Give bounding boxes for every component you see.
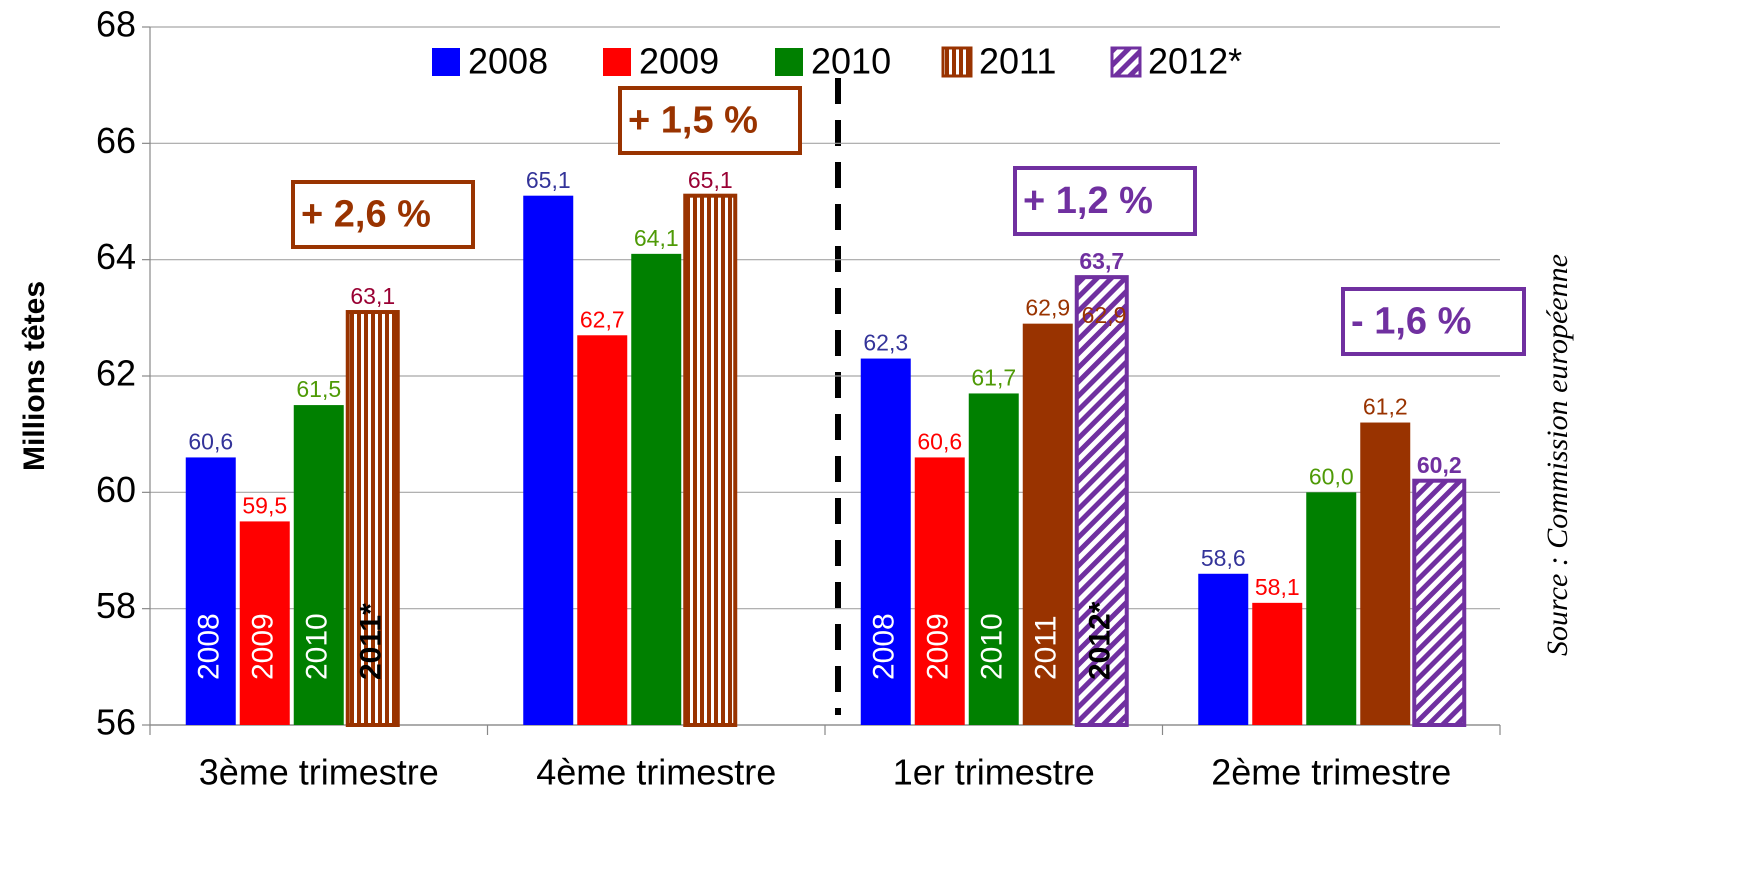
change-label: - 1,6 % (1351, 301, 1471, 343)
legend-label: 2008 (468, 41, 548, 82)
y-tick-label: 68 (96, 4, 136, 45)
value-label: 65,1 (688, 167, 733, 193)
change-box (291, 180, 475, 249)
bar (293, 405, 344, 725)
bar (1360, 422, 1411, 725)
bar (1306, 492, 1357, 725)
legend-swatch (603, 48, 631, 76)
legend-swatch (775, 48, 803, 76)
legend-label: 2012* (1148, 41, 1242, 82)
y-tick-label: 56 (96, 702, 136, 743)
bar (631, 253, 682, 725)
in-bar-label: 2008 (868, 613, 901, 680)
bar (239, 521, 290, 725)
in-bar-label: 2009 (922, 613, 955, 680)
legend-swatch (432, 48, 460, 76)
in-bar-label: 2009 (247, 613, 280, 680)
value-label: 60,2 (1417, 452, 1462, 478)
y-axis-label: Millions têtes (18, 281, 51, 471)
bar (683, 193, 738, 727)
x-tick-label: 4ème trimestre (536, 752, 776, 793)
legend-swatch (1110, 46, 1142, 78)
y-tick-label: 58 (96, 585, 136, 626)
change-label: + 1,5 % (628, 100, 758, 142)
source: Source : Commission européenne (1541, 254, 1574, 656)
value-label: 64,1 (634, 225, 679, 251)
change-box (618, 86, 802, 155)
legend-label: 2010 (811, 41, 891, 82)
y-tick-label: 66 (96, 120, 136, 161)
value-label: 59,5 (242, 492, 287, 518)
annotation: 62,9 (1082, 302, 1127, 328)
value-label: 61,2 (1363, 394, 1408, 420)
value-label: 61,5 (296, 376, 341, 402)
in-bar-label: 2010 (301, 613, 334, 680)
legend-swatch (941, 46, 973, 78)
bar (345, 310, 400, 727)
legend-label: 2009 (639, 41, 719, 82)
bar (1412, 478, 1467, 728)
change-label: + 2,6 % (301, 194, 431, 236)
x-tick-label: 1er trimestre (893, 752, 1095, 793)
bar (1198, 573, 1249, 725)
in-bar-label: 2008 (193, 613, 226, 680)
bar (577, 335, 628, 725)
change-label: + 1,2 % (1023, 180, 1153, 222)
value-label: 61,7 (971, 365, 1016, 391)
y-tick-label: 60 (96, 469, 136, 510)
value-label: 62,3 (863, 330, 908, 356)
legend-label: 2011 (979, 41, 1056, 82)
value-label: 58,6 (1201, 545, 1246, 571)
in-bar-label: 2011 (1030, 615, 1063, 680)
value-label: 63,7 (1079, 248, 1124, 274)
in-bar-label: 2010 (976, 613, 1009, 680)
value-label: 62,9 (1025, 295, 1070, 321)
y-tick-label: 64 (96, 236, 136, 277)
value-label: 60,6 (917, 429, 962, 455)
value-label: 63,1 (350, 283, 395, 309)
bar (860, 358, 911, 725)
bar (968, 393, 1019, 725)
bar (1022, 323, 1073, 725)
bar (185, 457, 236, 725)
value-label: 65,1 (526, 167, 571, 193)
value-label: 60,6 (188, 429, 233, 455)
in-bar-label: 2012* (1084, 601, 1117, 680)
in-bar-label: 2011* (355, 603, 388, 680)
x-tick-label: 3ème trimestre (199, 752, 439, 793)
change-box (1341, 287, 1526, 356)
bar (1252, 602, 1303, 725)
bar (523, 195, 574, 725)
value-label: 58,1 (1255, 574, 1300, 600)
x-tick-label: 2ème trimestre (1211, 752, 1451, 793)
bar (914, 457, 965, 725)
y-tick-label: 62 (96, 353, 136, 394)
value-label: 60,0 (1309, 463, 1354, 489)
change-box (1013, 166, 1197, 236)
bar (1074, 275, 1129, 727)
value-label: 62,7 (580, 306, 625, 332)
